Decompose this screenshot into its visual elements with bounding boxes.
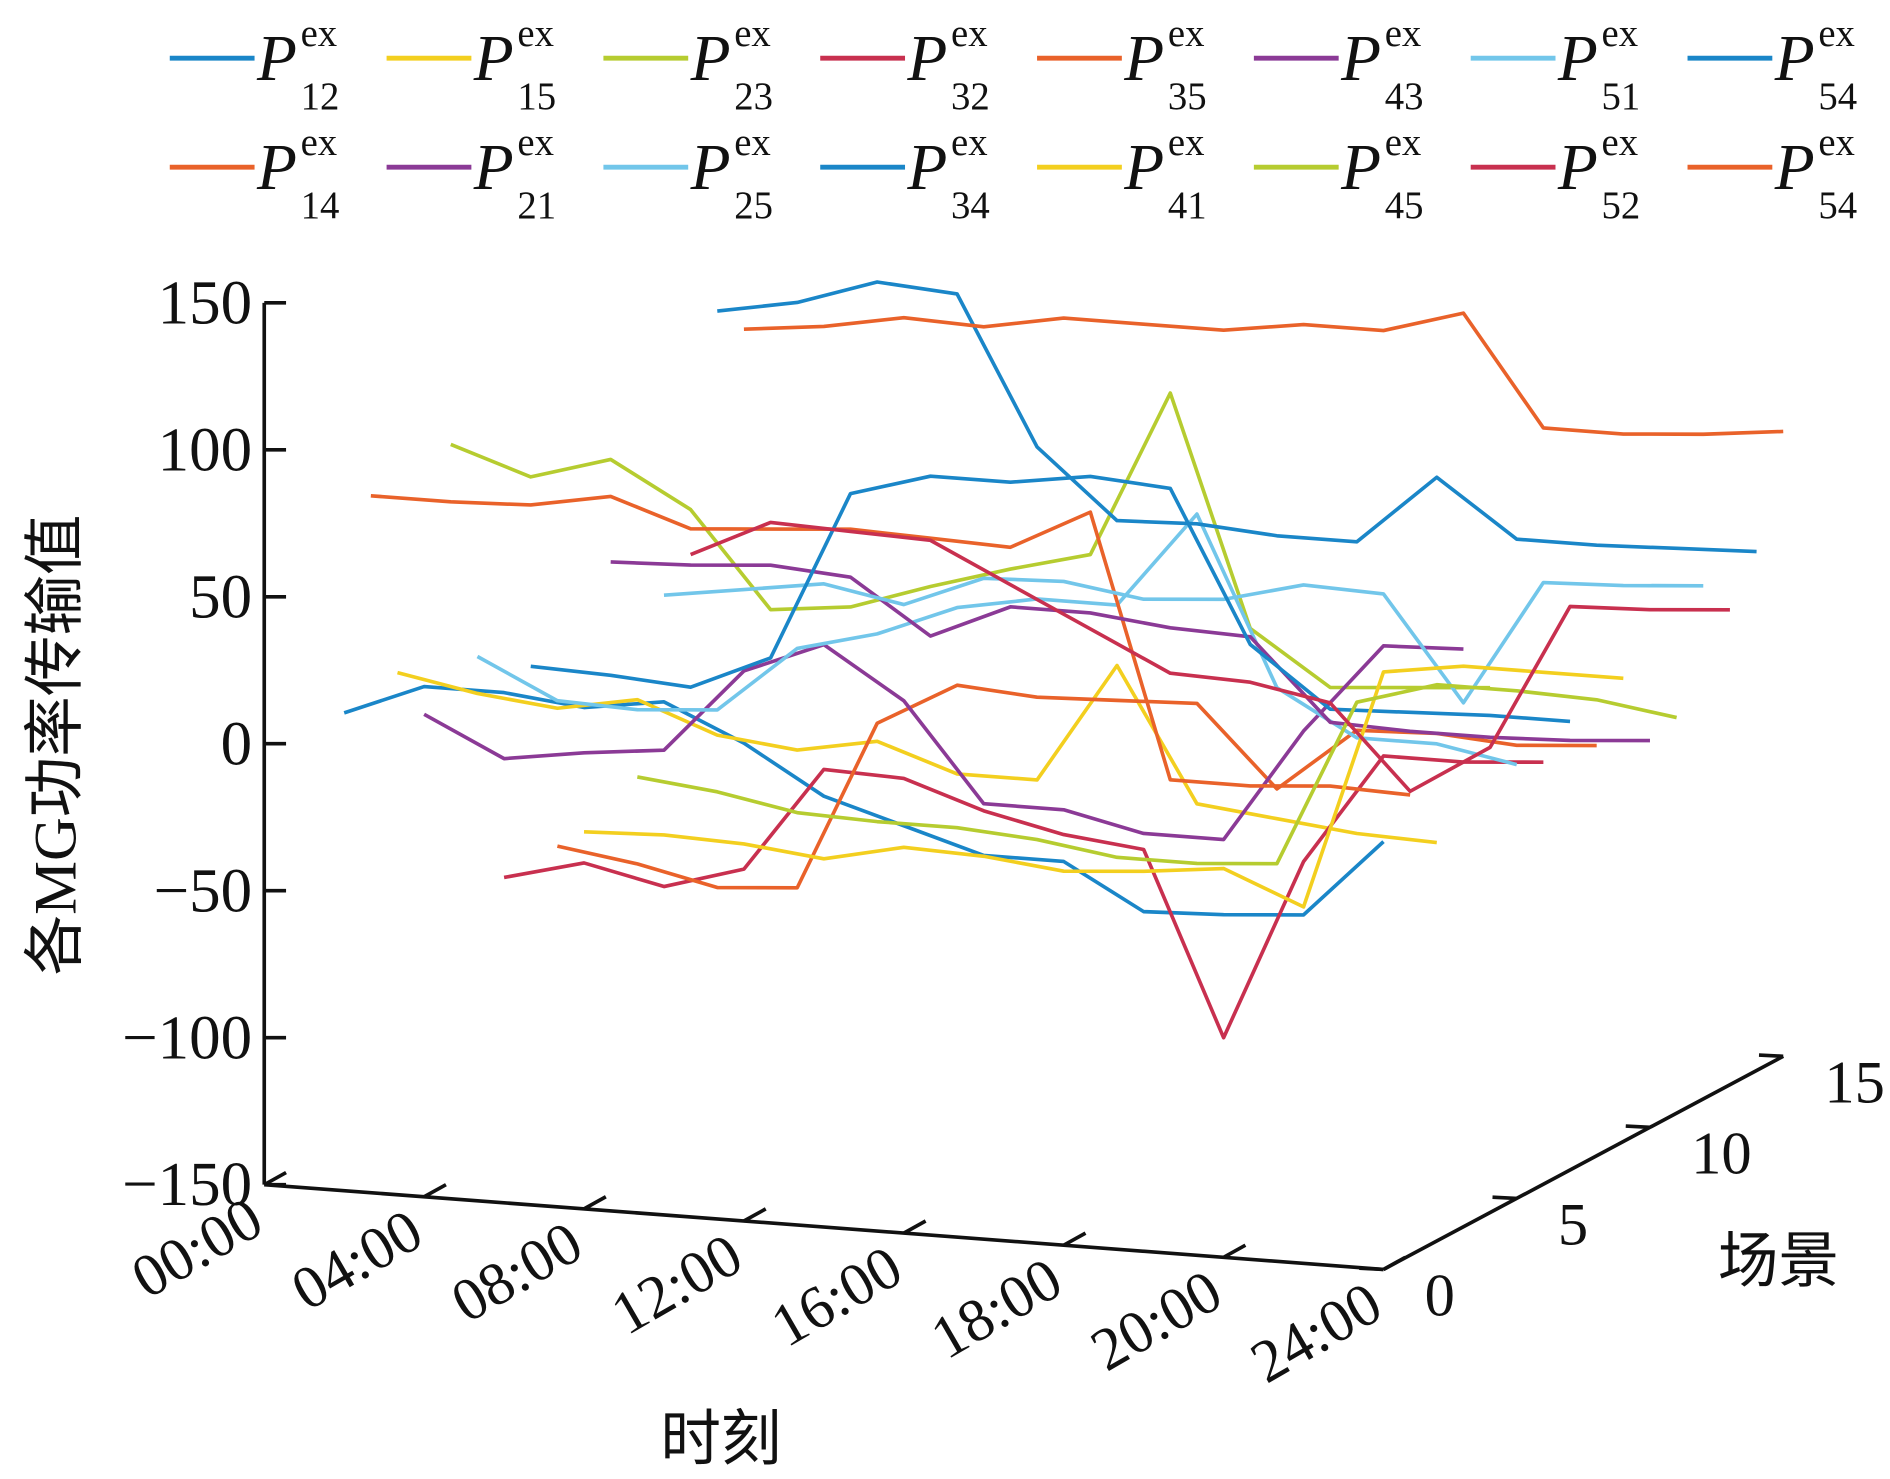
legend-sup: ex (734, 12, 771, 55)
x-tick-label: 18:00 (920, 1245, 1073, 1372)
series-line (717, 280, 1757, 554)
y-tick-label: −50 (154, 855, 252, 925)
series-line (743, 311, 1784, 437)
x-tick-label: 24:00 (1240, 1270, 1393, 1397)
legend-sup: ex (1602, 12, 1639, 55)
legend-symbol: P (1557, 23, 1598, 95)
z-axis-label: 场景 (1718, 1229, 1839, 1296)
x-tick (583, 1195, 607, 1211)
legend-sup: ex (1168, 121, 1205, 164)
legend-sub: 34 (951, 184, 990, 227)
series-line (556, 683, 1597, 890)
series-line (583, 664, 1624, 909)
legend-symbol: P (1340, 23, 1381, 95)
legend-sub: 41 (1168, 184, 1207, 227)
legend-sub: 54 (1818, 75, 1857, 118)
legend-symbol: P (1557, 132, 1598, 204)
legend-sup: ex (517, 12, 554, 55)
legend-sup: ex (1818, 121, 1855, 164)
series-line (503, 754, 1544, 1040)
x-tick-label: 16:00 (760, 1233, 913, 1360)
y-tick-label: −100 (122, 1002, 252, 1072)
legend-sub: 25 (734, 184, 773, 227)
legend-symbol: P (690, 132, 731, 204)
legend-sup: ex (951, 12, 988, 55)
legend-sub: 23 (734, 75, 773, 118)
legend-symbol: P (473, 23, 514, 95)
series-line (530, 474, 1571, 724)
legend-sub: 52 (1602, 184, 1641, 227)
legend-sup: ex (517, 121, 554, 164)
legend-symbol: P (1340, 132, 1381, 204)
legend-sub: 54 (1818, 184, 1857, 227)
y-tick-label: −150 (122, 1149, 252, 1219)
z-tick (1492, 1195, 1517, 1201)
z-tick-label: 15 (1824, 1049, 1885, 1116)
legend-sub: 32 (951, 75, 990, 118)
x-tick (902, 1219, 927, 1235)
series-line (423, 642, 1464, 842)
series-line (397, 663, 1437, 845)
series-line (450, 391, 1491, 690)
x-tick (1062, 1231, 1087, 1247)
legend-symbol: P (1774, 23, 1815, 95)
legend-sup: ex (1385, 121, 1422, 164)
legend-symbol: P (1774, 132, 1815, 204)
legend-sup: ex (951, 121, 988, 164)
z-tick (1625, 1124, 1651, 1130)
legend-sub: 51 (1602, 75, 1641, 118)
legend-symbol: P (906, 132, 947, 204)
z-tick-label: 0 (1425, 1262, 1455, 1329)
legend-sup: ex (1818, 12, 1855, 55)
legend-sup: ex (1168, 12, 1205, 55)
legend-sup: ex (301, 121, 338, 164)
legend-symbol: P (906, 23, 947, 95)
legend-symbol: P (690, 23, 731, 95)
x-tick-label: 08:00 (441, 1209, 594, 1336)
x-axis-label: 时刻 (660, 1407, 781, 1474)
series-line (610, 560, 1650, 743)
x-tick (743, 1207, 767, 1223)
legend-sub: 12 (301, 75, 340, 118)
x-tick-label: 04:00 (281, 1197, 434, 1324)
z-tick (1359, 1266, 1384, 1272)
z-tick-label: 10 (1691, 1120, 1752, 1187)
legend-sup: ex (734, 121, 771, 164)
x-tick-label: 20:00 (1080, 1257, 1233, 1384)
series-line (343, 684, 1385, 917)
z-axis (1382, 1054, 1785, 1272)
x-tick-label: 12:00 (600, 1221, 753, 1348)
legend-sub: 45 (1385, 184, 1424, 227)
x-axis (264, 1182, 1384, 1272)
legend-symbol: P (256, 132, 297, 204)
x-tick (423, 1183, 447, 1199)
legend-sub: 15 (517, 75, 556, 118)
y-tick-label: 150 (158, 267, 252, 337)
legend-symbol: P (473, 132, 514, 204)
series-line (689, 520, 1730, 794)
series-line (636, 682, 1678, 866)
legend-sub: 35 (1168, 75, 1207, 118)
legend-symbol: P (1123, 132, 1164, 204)
legend-sup: ex (301, 12, 338, 55)
legend-sub: 21 (517, 184, 556, 227)
legend-sub: 14 (301, 184, 340, 227)
legend-symbol: P (256, 23, 297, 95)
legend-symbol: P (1123, 23, 1164, 95)
legend-sub: 43 (1385, 75, 1424, 118)
z-tick (1758, 1053, 1784, 1059)
y-axis-label: 各MG功率传输值 (22, 515, 89, 976)
series-line (663, 576, 1704, 705)
x-tick (263, 1170, 287, 1187)
series-line (370, 493, 1411, 797)
y-tick-label: 0 (221, 708, 252, 778)
legend-sup: ex (1602, 121, 1639, 164)
z-tick-label: 5 (1558, 1191, 1588, 1258)
x-tick (1222, 1243, 1247, 1259)
legend-sup: ex (1385, 12, 1422, 55)
y-tick-label: 50 (189, 561, 252, 631)
y-tick-label: 100 (158, 414, 252, 484)
